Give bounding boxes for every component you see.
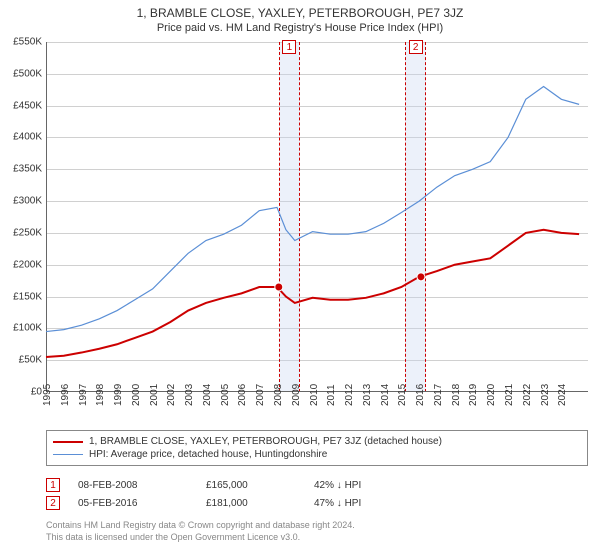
y-tick-label: £0 xyxy=(0,387,42,398)
x-tick-label: 2024 xyxy=(557,384,568,406)
x-tick-label: 2012 xyxy=(344,384,355,406)
x-tick-label: 2018 xyxy=(451,384,462,406)
legend-swatch xyxy=(53,454,83,455)
y-tick-label: £400K xyxy=(0,132,42,143)
chart-subtitle: Price paid vs. HM Land Registry's House … xyxy=(0,20,600,38)
x-tick-label: 2005 xyxy=(220,384,231,406)
transaction-price: £165,000 xyxy=(206,480,296,491)
x-tick-label: 2000 xyxy=(131,384,142,406)
x-tick-label: 2001 xyxy=(149,384,160,406)
x-tick-label: 2009 xyxy=(291,384,302,406)
y-tick-label: £50K xyxy=(0,355,42,366)
x-tick-label: 2015 xyxy=(397,384,408,406)
x-tick-label: 2021 xyxy=(504,384,515,406)
x-tick-label: 2010 xyxy=(309,384,320,406)
y-tick-label: £450K xyxy=(0,100,42,111)
transaction-badge: 2 xyxy=(46,496,60,510)
x-tick-label: 2004 xyxy=(202,384,213,406)
y-tick-label: £550K xyxy=(0,37,42,48)
chart-lines xyxy=(46,42,588,392)
x-tick-label: 2002 xyxy=(166,384,177,406)
y-tick-label: £200K xyxy=(0,259,42,270)
x-tick-label: 2008 xyxy=(273,384,284,406)
y-tick-label: £100K xyxy=(0,323,42,334)
x-tick-label: 2016 xyxy=(415,384,426,406)
x-tick-label: 1999 xyxy=(113,384,124,406)
footer-attribution: Contains HM Land Registry data © Crown c… xyxy=(46,520,355,543)
x-tick-label: 2020 xyxy=(486,384,497,406)
x-tick-label: 2013 xyxy=(362,384,373,406)
footer-line: This data is licensed under the Open Gov… xyxy=(46,532,355,544)
y-tick-label: £300K xyxy=(0,196,42,207)
y-tick-label: £250K xyxy=(0,227,42,238)
x-tick-label: 2019 xyxy=(468,384,479,406)
y-tick-label: £150K xyxy=(0,291,42,302)
y-tick-label: £500K xyxy=(0,68,42,79)
chart-title: 1, BRAMBLE CLOSE, YAXLEY, PETERBOROUGH, … xyxy=(0,0,600,20)
transaction-badge: 1 xyxy=(46,478,60,492)
transaction-date: 05-FEB-2016 xyxy=(78,498,188,509)
sale-point-marker xyxy=(275,283,283,291)
y-tick-label: £350K xyxy=(0,164,42,175)
legend: 1, BRAMBLE CLOSE, YAXLEY, PETERBOROUGH, … xyxy=(46,430,588,466)
x-tick-label: 2003 xyxy=(184,384,195,406)
x-tick-label: 2022 xyxy=(522,384,533,406)
x-tick-label: 2006 xyxy=(237,384,248,406)
x-tick-label: 1996 xyxy=(60,384,71,406)
sale-point-marker xyxy=(417,273,425,281)
transaction-diff: 47% ↓ HPI xyxy=(314,498,424,509)
legend-item-hpi: HPI: Average price, detached house, Hunt… xyxy=(53,448,581,461)
transaction-price: £181,000 xyxy=(206,498,296,509)
x-tick-label: 2017 xyxy=(433,384,444,406)
x-tick-label: 2014 xyxy=(380,384,391,406)
transactions-table: 1 08-FEB-2008 £165,000 42% ↓ HPI 2 05-FE… xyxy=(46,476,424,512)
transaction-date: 08-FEB-2008 xyxy=(78,480,188,491)
x-tick-label: 1998 xyxy=(95,384,106,406)
series-line-hpi xyxy=(46,87,579,332)
transaction-row: 2 05-FEB-2016 £181,000 47% ↓ HPI xyxy=(46,494,424,512)
legend-item-property: 1, BRAMBLE CLOSE, YAXLEY, PETERBOROUGH, … xyxy=(53,435,581,448)
transaction-diff: 42% ↓ HPI xyxy=(314,480,424,491)
price-chart-container: 1, BRAMBLE CLOSE, YAXLEY, PETERBOROUGH, … xyxy=(0,0,600,560)
x-tick-label: 2023 xyxy=(540,384,551,406)
transaction-row: 1 08-FEB-2008 £165,000 42% ↓ HPI xyxy=(46,476,424,494)
legend-swatch xyxy=(53,441,83,443)
footer-line: Contains HM Land Registry data © Crown c… xyxy=(46,520,355,532)
legend-label: HPI: Average price, detached house, Hunt… xyxy=(89,449,327,460)
x-tick-label: 2011 xyxy=(326,384,337,406)
x-tick-label: 2007 xyxy=(255,384,266,406)
x-tick-label: 1995 xyxy=(42,384,53,406)
legend-label: 1, BRAMBLE CLOSE, YAXLEY, PETERBOROUGH, … xyxy=(89,436,442,447)
series-line-property xyxy=(46,230,579,357)
x-tick-label: 1997 xyxy=(78,384,89,406)
